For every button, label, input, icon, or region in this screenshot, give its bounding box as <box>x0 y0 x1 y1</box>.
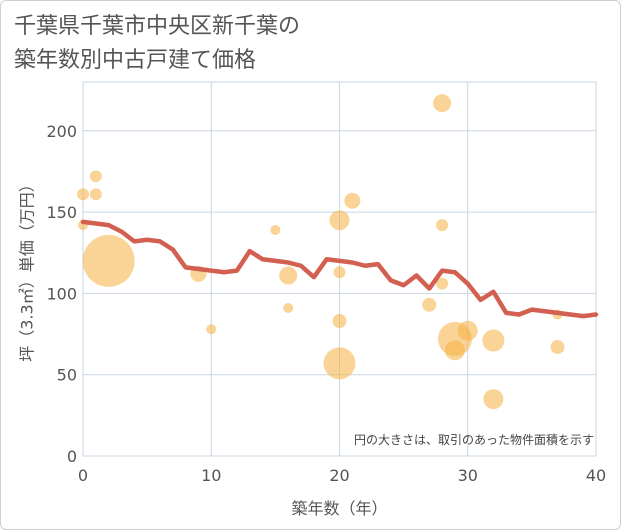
x-tick-label: 30 <box>458 466 478 485</box>
bubble-point <box>82 234 135 287</box>
chart-title-line-1: 千葉県千葉市中央区新千葉の <box>14 14 301 39</box>
x-tick-label: 40 <box>586 466 606 485</box>
bubble-point <box>89 170 102 183</box>
bubble-point <box>436 277 449 290</box>
bubble-point <box>422 297 437 312</box>
bubble-point <box>550 340 565 355</box>
bubble-point <box>89 188 102 201</box>
bubble-point <box>332 314 347 329</box>
bubble-size-note: 円の大きさは、取引のあった物件面積を示す <box>354 432 594 447</box>
y-tick-label: 150 <box>46 203 77 222</box>
bubble-point <box>483 389 504 410</box>
y-tick-label: 100 <box>46 284 77 303</box>
bubble-point <box>283 303 294 314</box>
bubble-point <box>206 324 217 335</box>
trend-series <box>80 219 599 319</box>
bubble-point <box>77 188 89 201</box>
y-axis-label: 坪（3.3㎡）単価（万円） <box>18 176 37 361</box>
bubble-point <box>436 219 449 232</box>
bubble-point <box>457 320 478 341</box>
y-tick-label: 200 <box>46 122 77 141</box>
bubble-point <box>333 266 346 279</box>
tick-labels: 0 50 100 150 200 0 10 20 30 40 <box>46 122 606 485</box>
bubble-series <box>77 94 565 410</box>
bubble-point <box>279 266 298 285</box>
x-tick-label: 0 <box>78 466 88 485</box>
trend-line <box>80 219 599 319</box>
y-tick-label: 0 <box>67 447 77 466</box>
bubble-point <box>329 210 350 231</box>
x-axis-label: 築年数（年） <box>291 499 387 518</box>
chart-title-line-2: 築年数別中古戸建て価格 <box>14 48 257 73</box>
bubble-point <box>444 340 465 361</box>
bubble-point <box>344 192 361 209</box>
x-tick-label: 20 <box>329 466 349 485</box>
chart-title: 千葉県千葉市中央区新千葉の 築年数別中古戸建て価格 <box>14 10 300 78</box>
bubble-point <box>270 224 281 235</box>
bubble-point <box>482 329 505 352</box>
bubble-point <box>433 94 452 113</box>
x-tick-label: 10 <box>201 466 221 485</box>
y-tick-label: 50 <box>57 366 77 385</box>
bubble-point <box>323 347 356 380</box>
